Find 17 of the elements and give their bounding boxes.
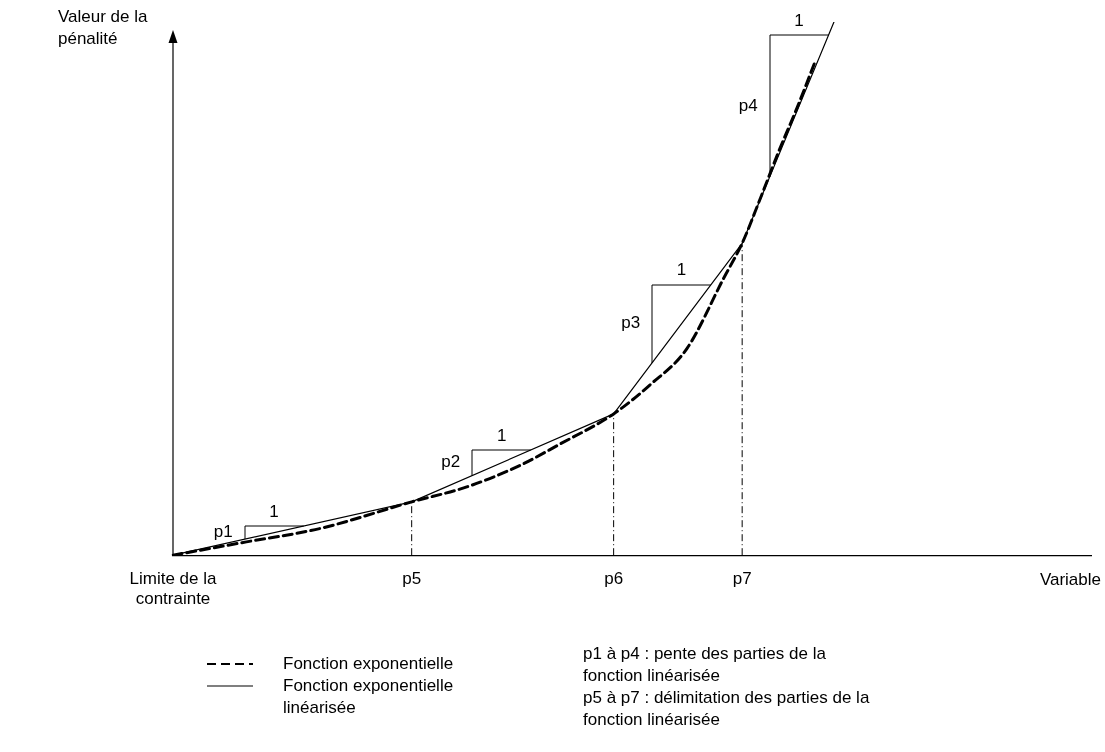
y-axis-title: Valeur de la pénalité	[58, 6, 149, 50]
annotation: 1	[676, 260, 687, 280]
annotation: 1	[269, 501, 279, 521]
annotation: p3	[621, 313, 641, 333]
x-tick-label: p5	[402, 569, 422, 589]
x-tick-label: Limite de la contrainte	[129, 569, 218, 609]
annotation: p2	[441, 452, 461, 472]
x-tick-label: p7	[732, 569, 752, 589]
x-axis-title: Variable	[1039, 569, 1101, 592]
annotation: 1	[794, 10, 804, 30]
annotation: p1	[213, 522, 233, 542]
annotation: p4	[738, 95, 758, 115]
legend-label: Fonction exponentielle linéarisée	[283, 675, 455, 719]
text: p5 à p7 : délimitation des parties de la fonction linéarisée	[583, 687, 871, 731]
annotation: 1	[496, 425, 507, 445]
legend-label: Fonction exponentielle	[283, 653, 455, 675]
x-tick-label: p6	[604, 569, 624, 589]
